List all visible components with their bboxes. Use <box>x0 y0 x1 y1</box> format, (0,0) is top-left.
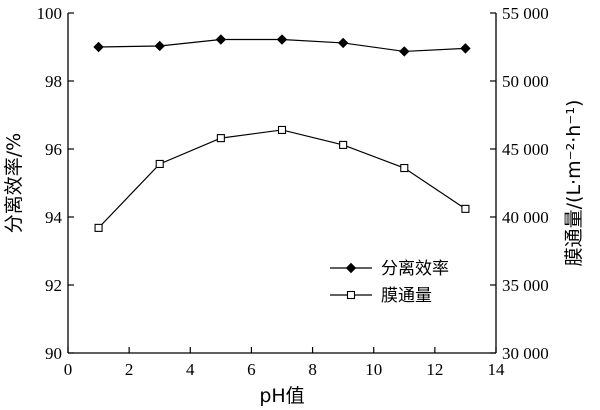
y-axis-right-title: 膜通量/(L·m⁻²·h⁻¹) <box>563 100 585 267</box>
legend: 分离效率 膜通量 <box>330 259 449 306</box>
axes <box>67 13 497 354</box>
x-tick-label: 6 <box>247 360 256 379</box>
y-right-tick-label: 30 000 <box>502 344 549 363</box>
legend-marker-separation <box>345 262 357 274</box>
y-left-tick-label: 92 <box>45 276 62 295</box>
y-right-tick-label: 35 000 <box>502 276 549 295</box>
y-right-tick-label: 55 000 <box>502 4 549 23</box>
series-line-flux <box>98 129 466 229</box>
data-point-flux <box>339 140 348 149</box>
x-tick-label: 2 <box>125 360 134 379</box>
series-layer <box>93 34 471 232</box>
x-tick-label: 8 <box>308 360 317 379</box>
y-left-tick-label: 94 <box>45 208 63 227</box>
x-tick-label: 12 <box>426 360 443 379</box>
legend-label-separation: 分离效率 <box>381 259 449 279</box>
data-point-flux <box>94 223 103 232</box>
data-point-separation <box>460 43 471 54</box>
ticks: 0 2 4 6 8 10 12 14 90 92 94 96 98 100 30 000 35 000 40 0… <box>37 4 549 379</box>
data-point-separation <box>215 34 227 45</box>
y-right-tick-label: 40 000 <box>502 208 549 227</box>
x-tick-label: 14 <box>488 360 506 379</box>
y-axis-left-title: 分离效率/% <box>3 133 25 233</box>
data-point-separation <box>93 41 104 53</box>
x-tick-label: 4 <box>186 360 195 379</box>
y-left-tick-label: 96 <box>45 140 62 159</box>
data-point-flux <box>461 204 470 213</box>
data-point-flux <box>155 159 164 169</box>
data-point-flux <box>277 125 287 135</box>
y-right-tick-label: 45 000 <box>502 140 549 159</box>
data-point-flux <box>400 163 409 173</box>
legend-label-flux: 膜通量 <box>381 286 432 306</box>
data-point-separation <box>337 37 349 49</box>
y-right-tick-label: 50 000 <box>502 72 549 91</box>
y-left-tick-label: 90 <box>45 344 62 363</box>
x-axis-title: pH值 <box>259 385 304 407</box>
data-point-separation <box>276 34 288 45</box>
x-tick-label: 10 <box>365 360 382 379</box>
y-left-tick-label: 100 <box>37 4 63 23</box>
legend-marker-flux <box>346 290 356 300</box>
data-point-separation <box>154 40 165 52</box>
x-tick-label: 0 <box>64 360 73 379</box>
y-left-tick-label: 98 <box>45 72 62 91</box>
data-point-flux <box>216 134 225 143</box>
data-point-separation <box>399 46 410 57</box>
